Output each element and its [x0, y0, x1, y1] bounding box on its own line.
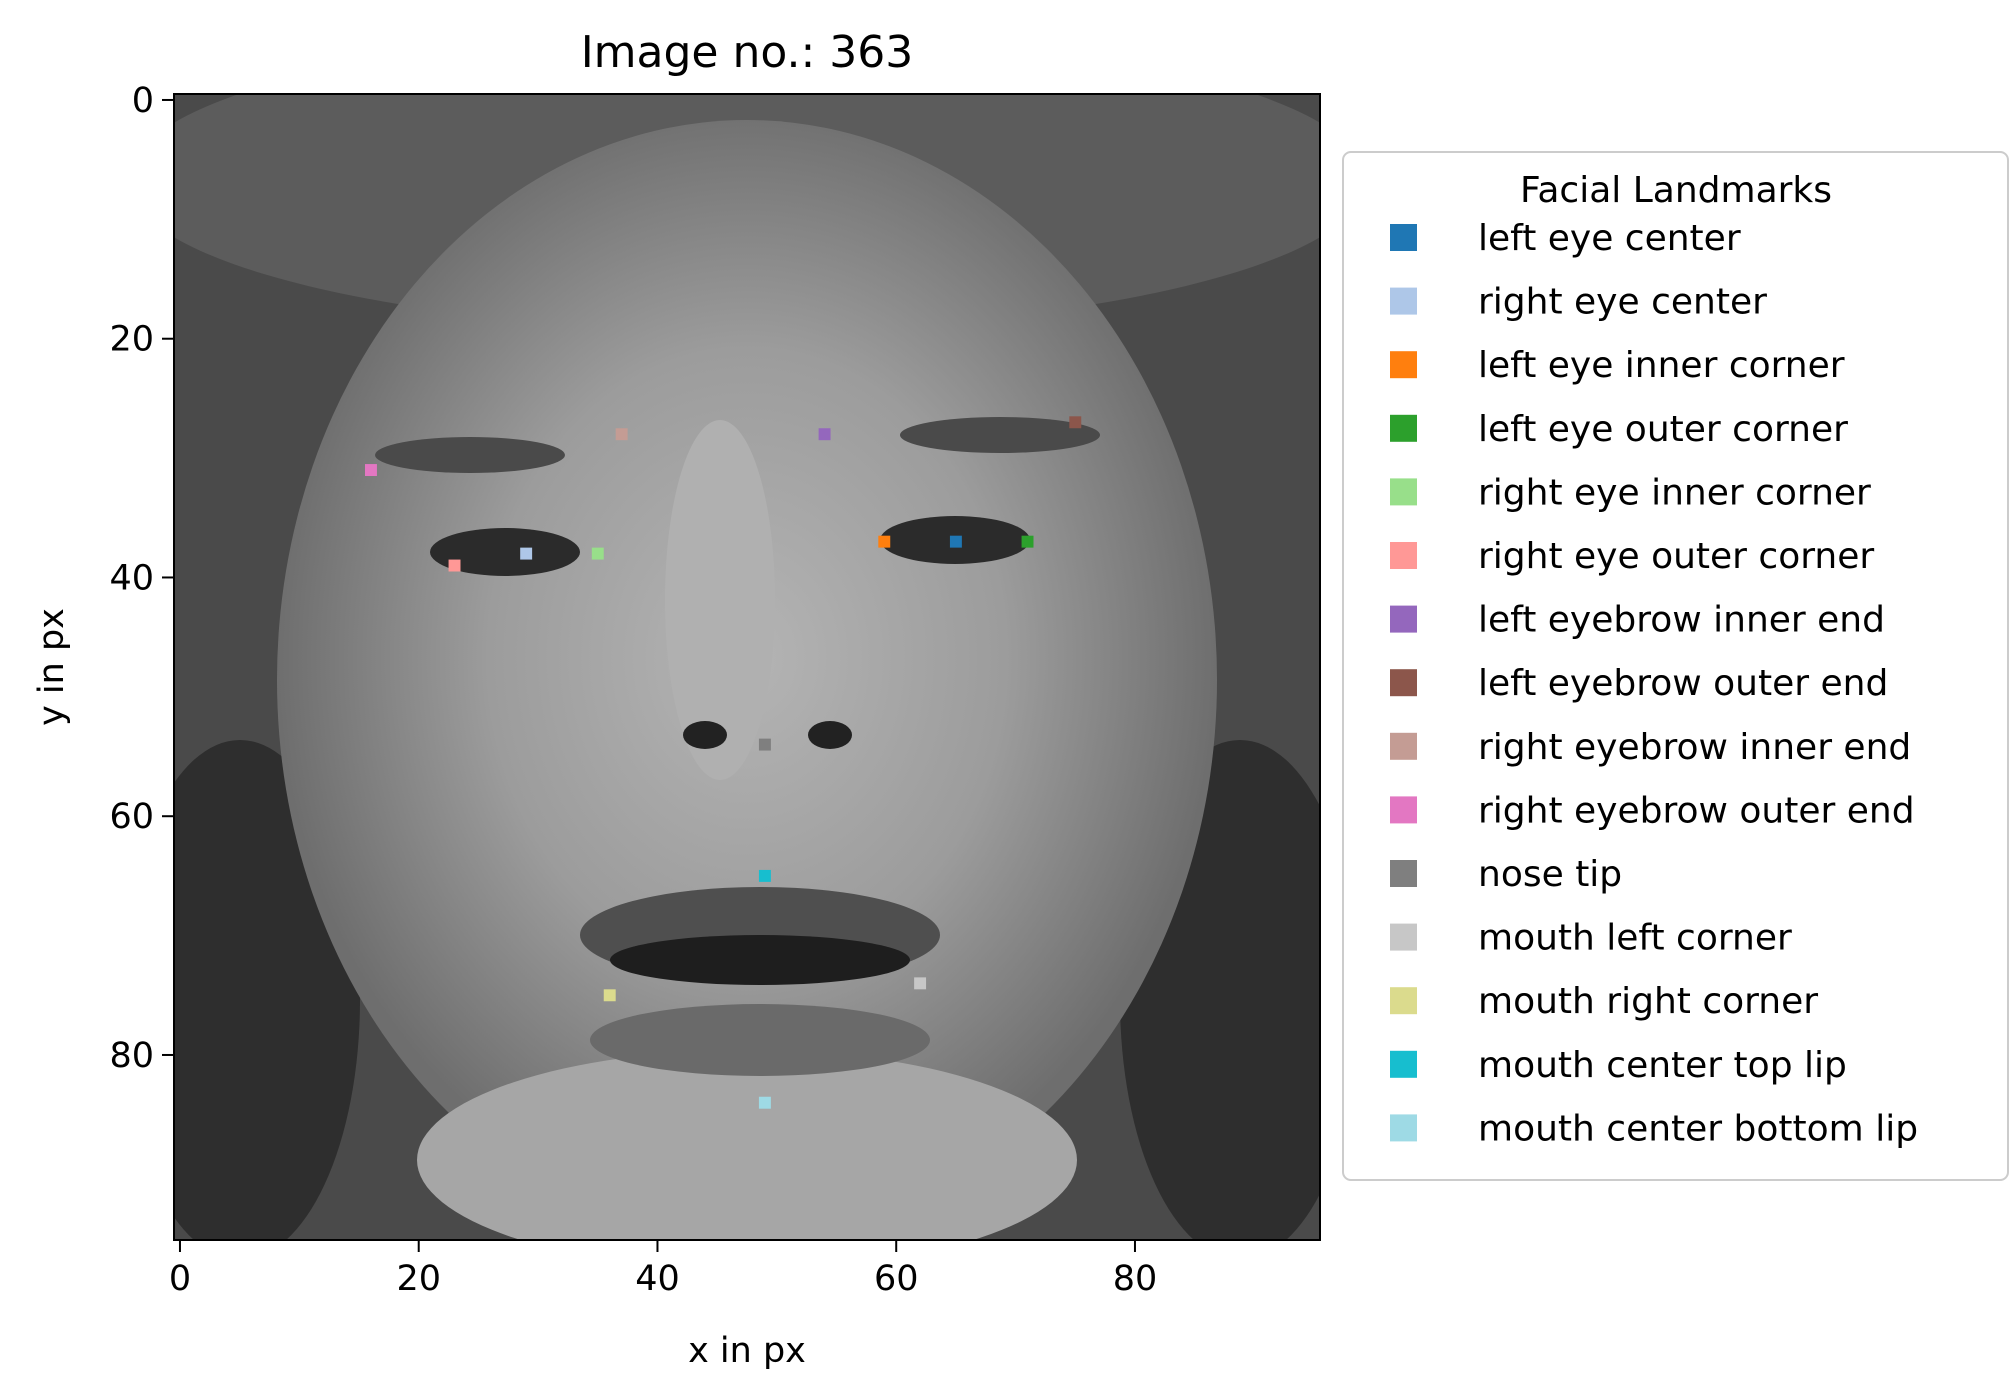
chart-title: Image no.: 363	[581, 27, 914, 78]
legend-swatch-5	[1390, 542, 1417, 569]
legend-swatch-1	[1390, 287, 1417, 315]
x-axis: 0 20 40 60 80	[169, 1240, 1157, 1299]
legend-label-2: left eye inner corner	[1478, 345, 1845, 386]
landmark-point-0	[949, 535, 962, 548]
x-tick-label-1: 20	[396, 1259, 441, 1299]
x-tick-label-2: 40	[635, 1259, 680, 1299]
legend-label-12: mouth right corner	[1478, 981, 1818, 1022]
face-image	[174, 94, 1320, 1240]
legend-swatch-0	[1390, 224, 1417, 251]
legend-title: Facial Landmarks	[1520, 170, 1832, 211]
legend-swatch-4	[1390, 478, 1417, 506]
legend-swatch-9	[1390, 796, 1417, 824]
landmark-point-7	[1069, 416, 1082, 429]
legend-swatch-3	[1390, 414, 1417, 442]
landmark-point-14	[758, 1096, 771, 1109]
legend-label-6: left eyebrow inner end	[1478, 600, 1885, 641]
legend-label-8: right eyebrow inner end	[1478, 727, 1911, 768]
landmark-point-5	[448, 559, 461, 572]
y-tick-label-3: 60	[109, 797, 154, 837]
landmark-point-8	[615, 428, 628, 441]
y-tick-label-1: 20	[109, 320, 154, 360]
legend-swatch-12	[1390, 987, 1417, 1015]
legend-label-13: mouth center top lip	[1478, 1045, 1847, 1086]
legend-label-11: mouth left corner	[1478, 918, 1792, 959]
landmark-point-2	[878, 535, 891, 548]
y-axis-label: y in px	[32, 608, 72, 726]
landmark-point-12	[603, 989, 616, 1002]
plot-frame	[173, 93, 1321, 1241]
legend-label-10: nose tip	[1478, 854, 1622, 895]
legend-label-9: right eyebrow outer end	[1478, 790, 1915, 831]
legend-swatch-13	[1390, 1050, 1417, 1078]
legend-swatch-10	[1390, 860, 1417, 887]
landmark-point-13	[758, 869, 771, 882]
x-tick-label-3: 60	[874, 1259, 919, 1299]
legend-frame	[1342, 151, 2009, 1181]
landmark-point-1	[520, 547, 533, 560]
legend-swatch-11	[1390, 923, 1417, 951]
legend-swatch-8	[1390, 732, 1417, 760]
plot-area	[174, 94, 1320, 1240]
y-tick-label-0: 0	[132, 81, 154, 121]
legend-label-0: left eye center	[1478, 218, 1741, 259]
landmark-point-11	[914, 977, 927, 990]
legend-items: left eye center right eye center left eye …	[1390, 218, 1918, 1149]
legend-label-7: left eyebrow outer end	[1478, 663, 1888, 704]
legend: Facial Landmarks left eye center right ey…	[1342, 151, 2009, 1181]
landmark-point-6	[818, 428, 831, 441]
legend-label-3: left eye outer corner	[1478, 409, 1848, 450]
y-axis: 0 20 40 60 80	[109, 81, 174, 1076]
legend-label-4: right eye inner corner	[1478, 472, 1871, 513]
landmark-point-4	[591, 547, 604, 560]
x-tick-label-0: 0	[169, 1259, 191, 1299]
legend-swatch-14	[1390, 1114, 1417, 1142]
landmark-point-9	[365, 464, 377, 476]
landmark-point-10	[758, 738, 771, 751]
x-axis-label: x in px	[688, 1331, 806, 1371]
legend-swatch-6	[1390, 605, 1417, 633]
legend-label-5: right eye outer corner	[1478, 536, 1874, 577]
landmark-point-3	[1021, 535, 1034, 548]
y-tick-label-2: 40	[109, 558, 154, 598]
legend-label-14: mouth center bottom lip	[1478, 1108, 1918, 1149]
x-tick-label-4: 80	[1113, 1259, 1158, 1299]
legend-label-1: right eye center	[1478, 282, 1767, 323]
legend-swatch-2	[1390, 351, 1417, 379]
legend-swatch-7	[1390, 669, 1417, 697]
y-tick-label-4: 80	[109, 1036, 154, 1076]
landmark-markers	[365, 416, 1082, 1109]
